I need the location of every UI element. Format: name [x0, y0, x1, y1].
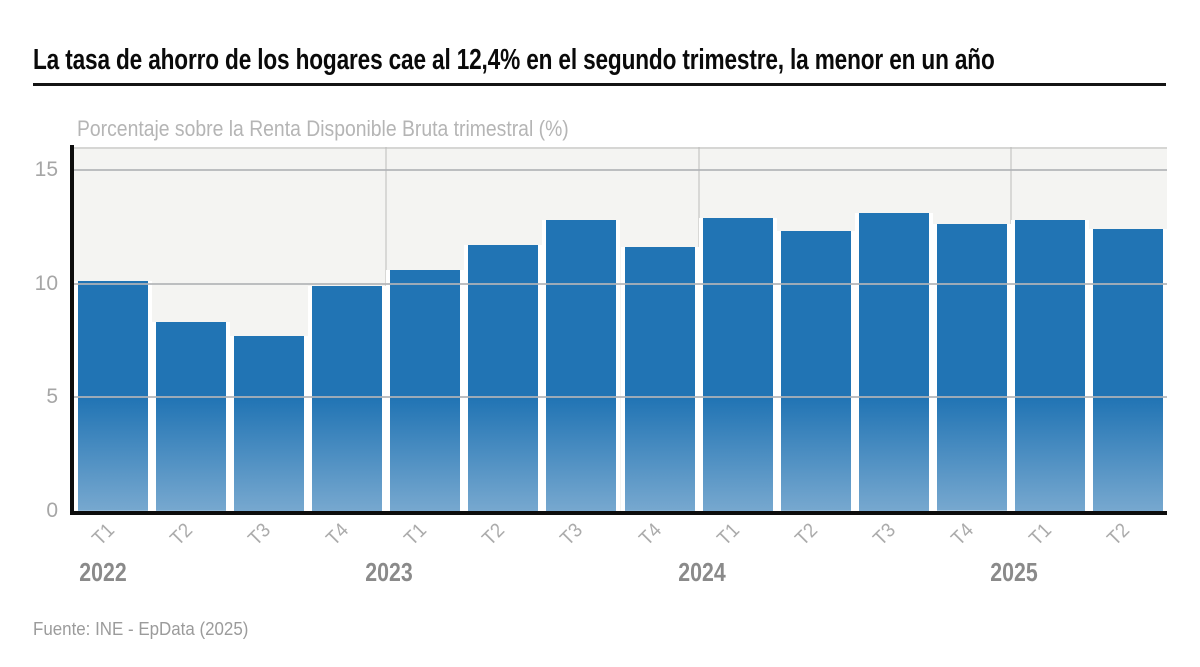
- y-tick-label-10: 10: [34, 271, 58, 295]
- gridline-y-10: [74, 282, 1167, 285]
- x-tick-label-t4-2023: T4: [634, 519, 666, 551]
- bar-t3-2024[interactable]: [854, 212, 933, 511]
- year-label-2023: 2023: [365, 557, 413, 587]
- bar-t4-2022[interactable]: [308, 285, 387, 511]
- x-tick-label-t3-2023: T3: [556, 519, 588, 551]
- x-tick-label-t4-2024: T4: [947, 519, 978, 551]
- bar-t1-2022[interactable]: [74, 281, 153, 511]
- bar-t2-2024[interactable]: [776, 231, 855, 511]
- gridline-y-15: [74, 168, 1167, 171]
- bar-t1-2025[interactable]: [1010, 219, 1089, 511]
- source-caption: Fuente: INE - EpData (2025): [33, 619, 249, 639]
- x-axis-line: [70, 511, 1167, 515]
- x-tick-label-t3-2022: T3: [244, 519, 276, 551]
- plot-area: [74, 147, 1167, 511]
- x-tick-label-t2-2024: T2: [790, 519, 822, 551]
- y-tick-label-15: 15: [34, 157, 58, 181]
- year-label-2025: 2025: [990, 557, 1038, 587]
- y-axis-line: [70, 145, 74, 515]
- x-tick-label-t2-2023: T2: [478, 519, 510, 551]
- bar-t2-2022[interactable]: [152, 322, 231, 511]
- x-tick-label-t1-2024: T1: [712, 519, 744, 551]
- x-tick-label-t3-2024: T3: [868, 519, 900, 551]
- y-tick-label-0: 0: [46, 499, 58, 522]
- bar-t4-2024[interactable]: [932, 224, 1011, 511]
- bar-t4-2023[interactable]: [620, 247, 699, 511]
- y-tick-label-5: 5: [46, 385, 58, 409]
- gridline-y-5: [74, 396, 1167, 399]
- bar-t1-2024[interactable]: [698, 217, 777, 511]
- gridline-top: [74, 147, 1167, 149]
- chart-subtitle: Porcentaje sobre la Renta Disponible Bru…: [77, 116, 569, 141]
- x-tick-label-t2-2022: T2: [166, 519, 198, 551]
- year-label-2024: 2024: [677, 557, 726, 587]
- chart-title: La tasa de ahorro de los hogares cae al …: [33, 44, 995, 76]
- x-tick-label-t2-2025: T2: [1103, 519, 1134, 551]
- x-tick-label-t1-2025: T1: [1025, 519, 1056, 551]
- bar-t3-2022[interactable]: [230, 335, 309, 511]
- year-label-2022: 2022: [79, 557, 127, 587]
- x-tick-label-t4-2022: T4: [322, 519, 354, 551]
- bar-t3-2023[interactable]: [542, 219, 621, 511]
- title-divider: [33, 83, 1166, 86]
- x-tick-label-t1-2023: T1: [400, 519, 432, 551]
- bar-t1-2023[interactable]: [386, 269, 465, 511]
- x-tick-label-t1-2022: T1: [88, 519, 120, 551]
- bar-t2-2025[interactable]: [1088, 228, 1167, 511]
- bar-t2-2023[interactable]: [464, 244, 543, 511]
